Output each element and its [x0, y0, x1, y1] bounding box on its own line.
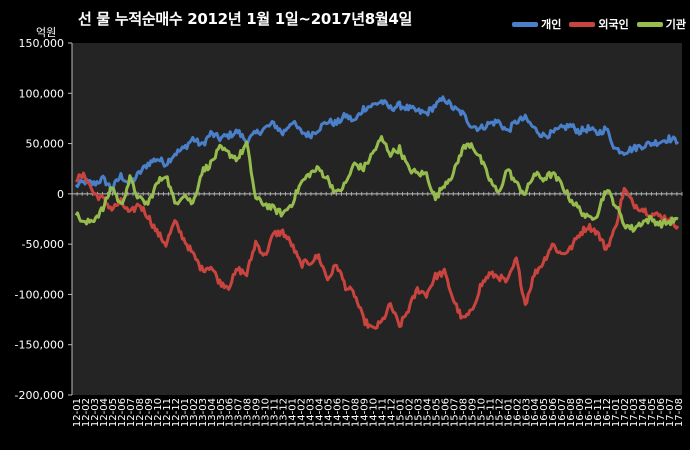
legend-item-foreign: 외국인 [569, 16, 629, 32]
x-tick-label: 13-01 [180, 398, 191, 427]
x-tick-label: 15-01 [395, 398, 406, 427]
x-tick-label: 17-05 [647, 398, 658, 427]
x-tick-label: 17-01 [611, 398, 622, 427]
x-tick-label: 12-12 [171, 398, 182, 427]
plot-area [72, 43, 682, 395]
x-tick-label: 16-04 [530, 398, 541, 427]
x-tick-label: 13-02 [189, 398, 200, 427]
x-tick-label: 12-10 [153, 398, 164, 427]
x-tick-label: 13-06 [225, 398, 236, 427]
x-tick-label: 12-01 [72, 398, 83, 427]
legend-swatch-institution [636, 21, 663, 27]
x-tick-label: 16-10 [584, 398, 595, 427]
y-tick-label: 100,000 [19, 87, 65, 100]
x-tick-label: 16-05 [539, 398, 550, 427]
x-tick-label: 14-11 [377, 398, 388, 427]
x-tick-label: 15-02 [404, 398, 415, 427]
x-tick-label: 16-02 [512, 398, 523, 427]
x-tick-label: 13-05 [216, 398, 227, 427]
x-tick-label: 13-03 [198, 398, 209, 427]
y-tick-label: -200,000 [15, 389, 64, 402]
x-tick-label: 12-03 [90, 398, 101, 427]
x-tick-label: 16-07 [557, 398, 568, 427]
legend-swatch-foreign [569, 21, 596, 27]
series-line-foreign [74, 171, 680, 330]
x-tick-label: 15-07 [449, 398, 460, 427]
x-tick-label: 17-02 [620, 398, 631, 427]
y-tick-label: -150,000 [15, 339, 64, 352]
x-tick-label: 15-11 [485, 398, 496, 427]
x-tick-label: 16-09 [575, 398, 586, 427]
x-tick-label: 12-11 [162, 398, 173, 427]
x-tick-label: 12-05 [108, 398, 119, 427]
x-tick-label: 17-04 [638, 398, 649, 427]
x-tick-label: 16-01 [503, 398, 514, 427]
legend-item-individual: 개인 [512, 16, 561, 32]
x-tick-label: 16-06 [548, 398, 559, 427]
legend-label-foreign: 외국인 [598, 18, 629, 31]
y-tick-label: 0 [57, 188, 64, 201]
y-axis-unit-label: 억원 [36, 26, 57, 39]
x-tick-label: 17-07 [665, 398, 676, 427]
x-tick-label: 15-09 [467, 398, 478, 427]
x-tick-label: 15-10 [476, 398, 487, 427]
x-tick-label: 15-05 [431, 398, 442, 427]
x-tick-label: 14-04 [315, 398, 326, 427]
x-tick-label: 13-08 [243, 398, 254, 427]
x-tick-label: 16-03 [521, 398, 532, 427]
x-tick-label: 12-04 [99, 398, 110, 427]
x-tick-label: 13-09 [252, 398, 263, 427]
x-tick-label: 16-08 [566, 398, 577, 427]
x-tick-label: 15-06 [440, 398, 451, 427]
x-tick-label: 14-05 [324, 398, 335, 427]
x-tick-label: 16-12 [602, 398, 613, 427]
x-tick-label: 13-11 [270, 398, 281, 427]
x-tick-label: 14-12 [386, 398, 397, 427]
x-tick-label: 14-08 [351, 398, 362, 427]
x-tick-label: 14-02 [297, 398, 308, 427]
x-tick-label: 12-08 [135, 398, 146, 427]
x-tick-label: 12-06 [117, 398, 128, 427]
x-tick-label: 14-09 [360, 398, 371, 427]
x-tick-label: 15-12 [494, 398, 505, 427]
legend-item-institution: 기관 [636, 16, 686, 32]
x-tick-label: 13-10 [261, 398, 272, 427]
x-tick-label: 14-06 [333, 398, 344, 427]
x-tick-label: 17-06 [656, 398, 667, 427]
x-tick-label: 13-04 [207, 398, 218, 427]
legend: 개인 외국인 기관 [512, 16, 686, 32]
x-tick-label: 14-03 [306, 398, 317, 427]
x-tick-label: 15-03 [413, 398, 424, 427]
y-tick-label: 50,000 [26, 138, 65, 151]
x-tick-label: 12-02 [81, 398, 92, 427]
x-tick-label: 15-08 [458, 398, 469, 427]
x-tick-label: 12-07 [126, 398, 137, 427]
x-tick-label: 15-04 [422, 398, 433, 427]
x-tick-label: 17-03 [629, 398, 640, 427]
x-tick-label: 13-12 [279, 398, 290, 427]
y-tick-label: -50,000 [22, 238, 64, 251]
x-tick-label: 13-07 [234, 398, 245, 427]
x-tick-label: 16-11 [593, 398, 604, 427]
legend-swatch-individual [512, 21, 539, 27]
y-tick-label: -100,000 [15, 288, 64, 301]
y-tick-label: 150,000 [19, 37, 65, 50]
x-tick-label: 12-09 [144, 398, 155, 427]
chart-title: 선 물 누적순매수 2012년 1월 1일~2017년8월4일 [78, 10, 413, 28]
legend-label-individual: 개인 [541, 18, 562, 31]
legend-label-institution: 기관 [665, 18, 686, 31]
x-tick-label: 17-08 [674, 398, 685, 427]
series-line-institution [74, 135, 679, 233]
x-tick-label: 14-10 [369, 398, 380, 427]
series-line-individual [74, 95, 680, 192]
x-tick-label: 14-01 [288, 398, 299, 427]
x-tick-label: 14-07 [342, 398, 353, 427]
